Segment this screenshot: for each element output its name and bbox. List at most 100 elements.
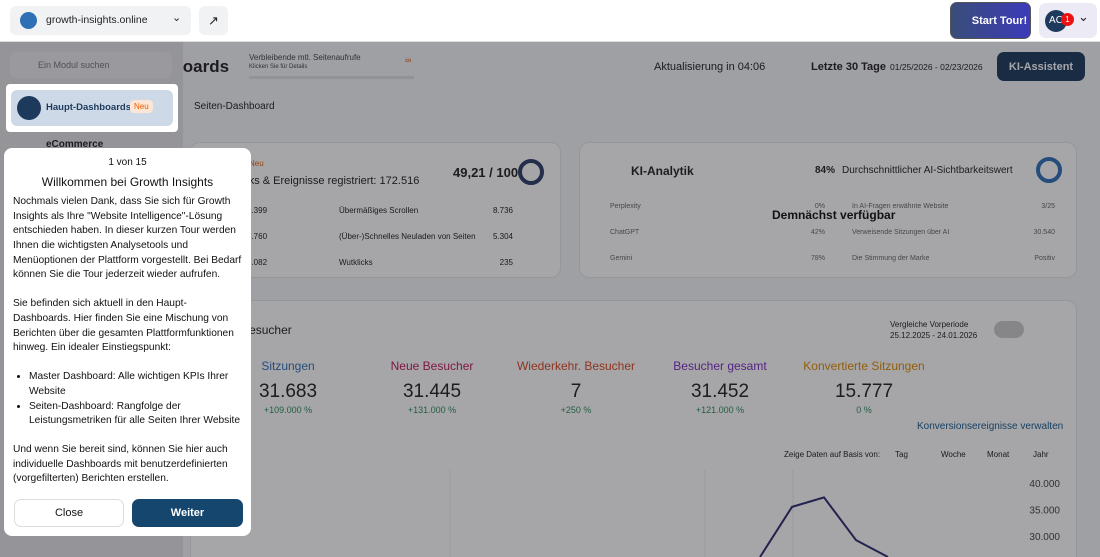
visitors-card: Sitzungen und Besucher Vergleiche Vorper… [161, 300, 1077, 557]
granularity-option[interactable]: Woche [941, 450, 966, 459]
ai-assistant-label: KI-Assistent [1008, 60, 1074, 73]
ux-badge: Neu [249, 159, 264, 168]
refresh[interactable]: Aktualisierung in 04:06 [654, 61, 766, 73]
ux-row-label: Wutklicks [339, 258, 373, 267]
ai-stat: In AI-Fragen erwähnte Website [852, 203, 949, 210]
granularity-option[interactable]: Monat [987, 450, 1010, 459]
notification-badge: 1 [1061, 13, 1074, 26]
ai-stat: Verweisende Sitzungen über AI [852, 229, 950, 236]
metric-change: +109.000 % [263, 405, 313, 415]
compare-toggle[interactable] [994, 321, 1024, 338]
tour-button[interactable]: Start Tour! [950, 2, 1031, 39]
close-button[interactable]: Close [14, 499, 124, 527]
y-tick-label: 40.000 [1029, 479, 1060, 490]
ai-card: KI-Analytik 84% Durchschnittlicher AI-Si… [579, 142, 1077, 278]
ux-row-value: 5.304 [492, 232, 513, 241]
ux-left-value: 1.399 [247, 206, 268, 215]
ai-gauge [1036, 157, 1062, 183]
chevron: ⌄ [1078, 9, 1089, 24]
ai-stat-value: Positiv [1034, 255, 1055, 262]
ai-score-label: Durchschnittlicher AI-Sichtbarkeitswert [842, 165, 1013, 176]
metric-change: 0 % [856, 405, 872, 415]
metric-label: Besucher gesamt [673, 359, 767, 373]
metric-value: 31.452 [690, 381, 750, 402]
compare-label: Vergleiche Vorperiode [890, 320, 969, 329]
tour-popover: 1 von 15 Willkommen bei Growth Insights … [4, 148, 251, 536]
ux-gauge [518, 159, 544, 185]
metric-value: 31.445 [402, 381, 462, 402]
topbar: growth-insights.online ⌄ ↗ Start Tour! A… [0, 0, 1100, 42]
highlight: Haupt-Dashboards Neu [6, 84, 178, 132]
line-series [759, 496, 889, 557]
tour-bullet: Seiten-Dashboard: Rangfolge der Leistung… [29, 400, 242, 429]
ai-stat-value: 3/25 [1041, 203, 1055, 210]
nav-item[interactable]: eCommerce [46, 139, 104, 150]
ux-score: 49,21 / 100 [453, 165, 519, 180]
ai-engine: ChatGPT [610, 229, 640, 236]
metric-label: Neue Besucher [390, 359, 474, 373]
ai-stat-value: 30.540 [1033, 229, 1055, 236]
pageviews-value: ∞ [405, 55, 412, 65]
granularity-label: Zeige Daten auf Basis von: [784, 450, 881, 459]
y-tick-label: 35.000 [1029, 506, 1060, 517]
metric-value: 7 [570, 381, 582, 402]
site-icon [20, 12, 37, 29]
pageviews-bar [249, 76, 414, 79]
nav-icon [17, 96, 41, 120]
metric-label: Sitzungen [261, 359, 315, 373]
ai-engine-value: 42% [810, 229, 825, 236]
close-label: Close [54, 506, 84, 519]
y-tick-label: 30.000 [1029, 532, 1060, 543]
metric-label: Wiederkehr. Besucher [516, 359, 636, 373]
compare-dates: 25.12.2025 - 24.01.2026 [890, 331, 978, 340]
dates[interactable]: 01/25/2026 - 02/23/2026 [890, 62, 983, 72]
search-placeholder: Ein Modul suchen [38, 60, 110, 70]
ux-row-value: 8.736 [492, 206, 513, 215]
tour-paragraph: Sie befinden sich aktuell in den Haupt-D… [13, 298, 234, 354]
metric-change: +121.000 % [695, 405, 745, 415]
pageviews-label[interactable]: Verbleibende mtl. Seitenaufrufe [249, 53, 361, 62]
ux-card: Neu Klicks & Ereignisse registriert: 172… [190, 142, 561, 278]
ux-row-label: (Über-)Schnelles Neuladen von Seiten [339, 232, 476, 241]
nav-label: Haupt-Dashboards [46, 102, 131, 113]
ai-overlay: Demnächst verfügbar [772, 208, 896, 222]
metric-value: 31.683 [258, 381, 318, 402]
ux-left-value: 5.760 [247, 232, 268, 241]
conversion-link[interactable]: Konversionsereignisse verwalten [917, 421, 1064, 432]
tour-title: Willkommen bei Growth Insights [41, 174, 214, 189]
ai-score: 84% [815, 165, 836, 176]
tour-paragraph: Nochmals vielen Dank, dass Sie sich für … [13, 196, 242, 281]
nav-badge: Neu [130, 100, 153, 113]
ai-engine: Gemini [610, 255, 633, 262]
metric-change: +250 % [560, 405, 592, 415]
ai-engine-value: 78% [810, 255, 825, 262]
metric-value: 15.777 [834, 381, 894, 402]
granularity-option[interactable]: Jahr [1033, 450, 1049, 459]
next-button[interactable]: Weiter [132, 499, 243, 527]
domain-select[interactable] [10, 6, 191, 35]
next-label: Weiter [170, 506, 205, 519]
tour-step: 1 von 15 [108, 157, 147, 168]
tab[interactable]: Seiten-Dashboard [194, 101, 275, 112]
ux-row-value: 235 [499, 258, 513, 267]
tour-paragraph: Und wenn Sie bereit sind, können Sie hie… [13, 444, 228, 485]
tour-bullet: Master Dashboard: Alle wichtigen KPIs Ih… [29, 370, 242, 399]
search[interactable] [10, 52, 172, 78]
ai-engine: Perplexity [610, 203, 641, 210]
chevron: ⌄ [172, 12, 182, 24]
domain: growth-insights.online [46, 14, 148, 26]
ai-assistant-button[interactable]: KI-Assistent [997, 52, 1085, 81]
ai-title: KI-Analytik [631, 164, 694, 178]
range[interactable]: Letzte 30 Tage [811, 61, 886, 73]
metric-change: +131.000 % [407, 405, 457, 415]
ux-left-value: 3.082 [247, 258, 268, 267]
tour-button-label: Start Tour! [971, 14, 1028, 27]
ai-stat: Die Stimmung der Marke [852, 255, 930, 262]
ai-engine-value: 0% [814, 203, 825, 210]
ux-row-label: Übermäßiges Scrollen [339, 206, 419, 215]
pageviews-hint[interactable]: Klicken Sie für Details [249, 64, 308, 70]
external-link[interactable]: ↗ [199, 6, 228, 35]
chart: 40.000 35.000 30.000 [449, 470, 1060, 557]
granularity-option[interactable]: Tag [895, 450, 908, 459]
